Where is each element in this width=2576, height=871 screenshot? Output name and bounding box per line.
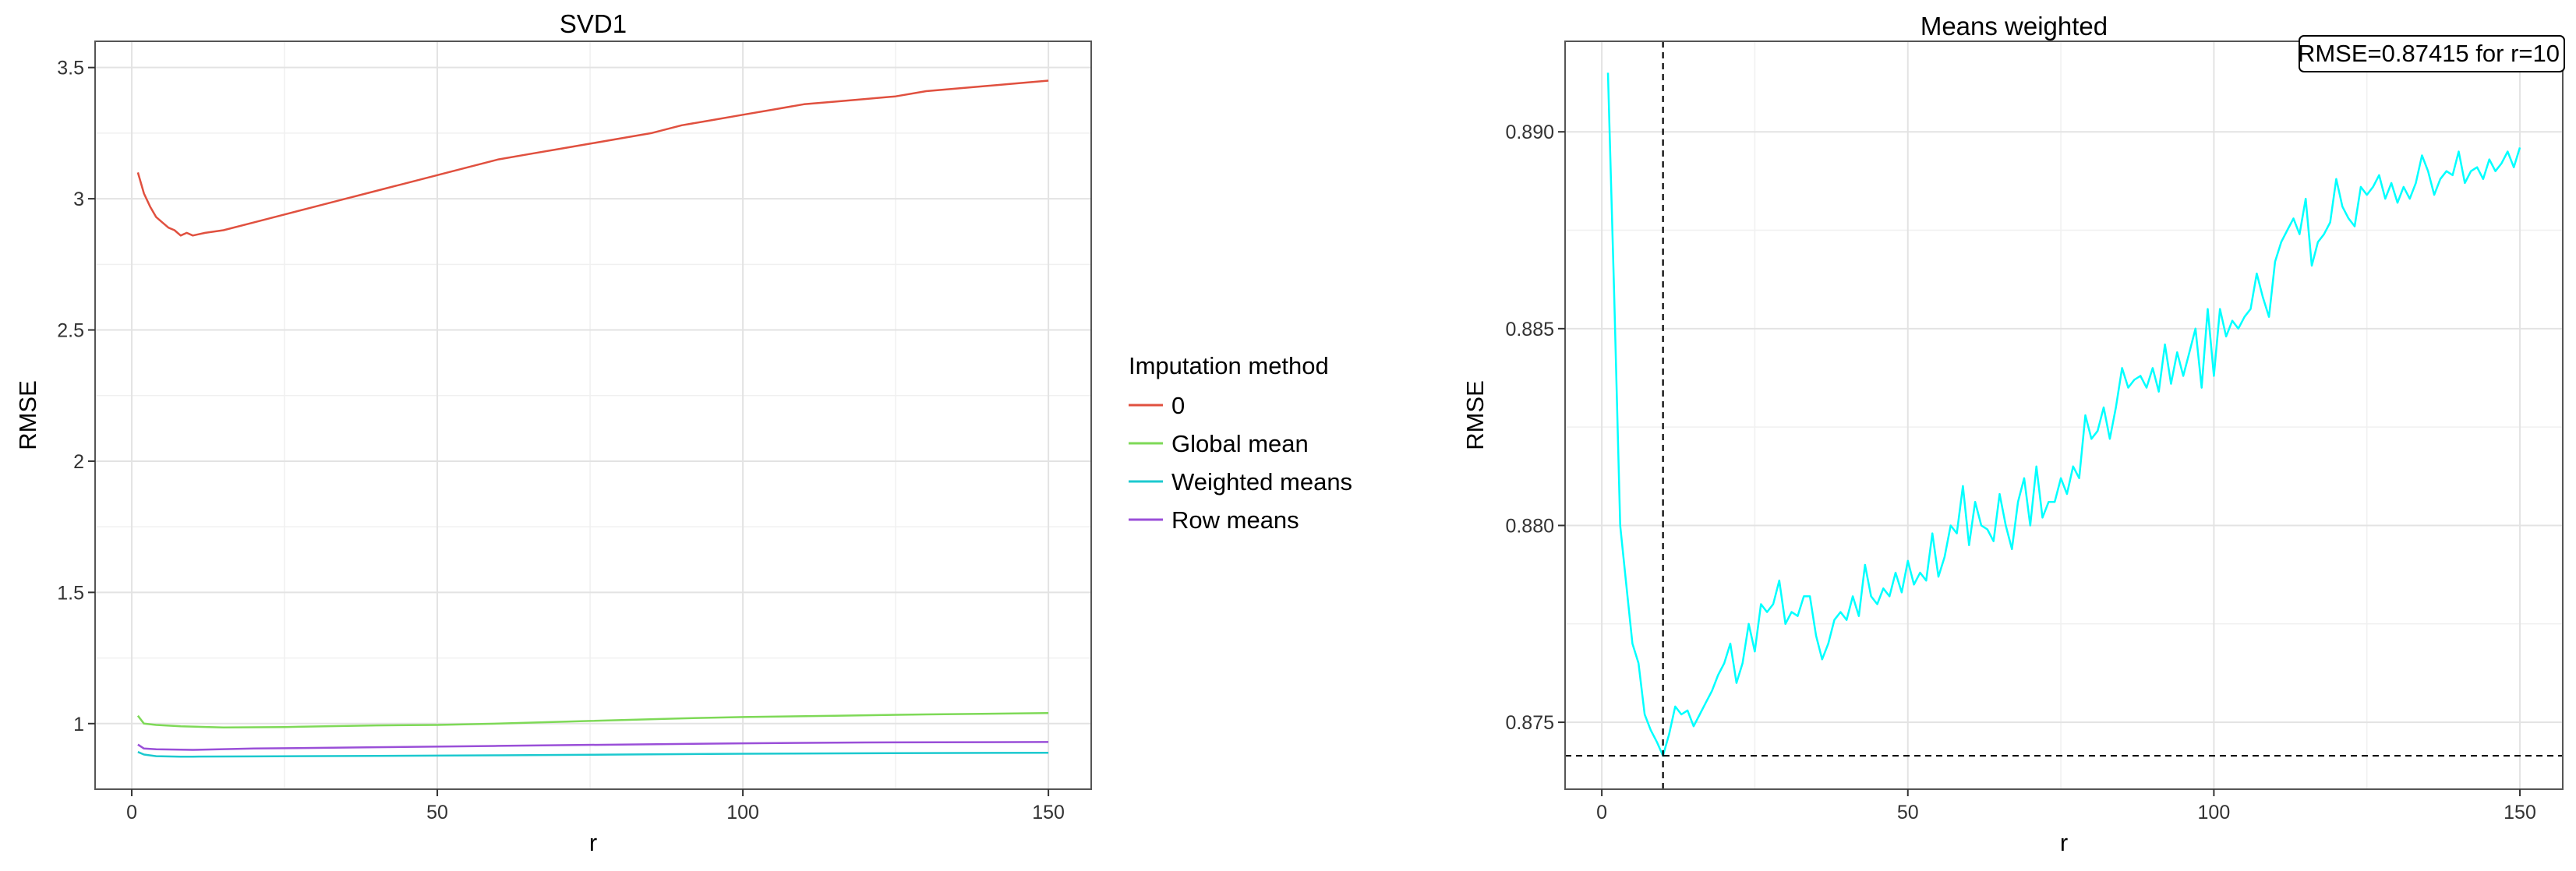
- y-axis-label-svd1: RMSE: [14, 380, 41, 450]
- y-axis-label-means-weighted: RMSE: [1461, 380, 1489, 450]
- plot-area-means-weighted: [1606, 72, 2521, 757]
- series-line-1: [1606, 72, 2521, 757]
- y-ticks-svd1: 1 1.5 2 2.5 3 3.5: [57, 58, 95, 735]
- x-tick-label: 150: [2504, 802, 2536, 823]
- plot-panel-means-weighted: [1565, 41, 2563, 789]
- legend-label-row-means: Row means: [1171, 506, 1299, 534]
- plot-area-svd1: [136, 79, 1049, 758]
- series-line-0: [136, 79, 1049, 237]
- chart-title-svd1: SVD1: [560, 9, 627, 38]
- y-tick-label: 0.875: [1505, 712, 1554, 734]
- x-ticks-means-weighted: 0 50 100 150: [1596, 789, 2536, 823]
- x-ticks-svd1: 0 50 100 150: [126, 789, 1065, 823]
- y-tick-label: 0.885: [1505, 319, 1554, 340]
- x-axis-label-svd1: r: [589, 829, 597, 856]
- y-tick-label: 0.890: [1505, 122, 1554, 143]
- chart-title-means-weighted: Means weighted: [1921, 12, 2108, 41]
- y-ticks-means-weighted: 0.875 0.880 0.885 0.890: [1505, 122, 1565, 734]
- chart-means-weighted: 0.875 0.880 0.885 0.890 0 50 100 150 RMSE=0.87…: [1461, 12, 2565, 856]
- legend-items: 0 Global mean Weighted means Row means: [1129, 392, 1352, 534]
- x-tick-label: 100: [726, 802, 759, 823]
- grid-means-weighted: [1565, 41, 2563, 789]
- x-axis-label-means-weighted: r: [2060, 829, 2068, 856]
- x-tick-label: 50: [1897, 802, 1919, 823]
- y-tick-label: 2.5: [57, 320, 84, 342]
- y-tick-label: 3: [73, 189, 84, 210]
- y-tick-label: 1.5: [57, 582, 84, 604]
- reference-lines: [1565, 41, 2563, 789]
- x-tick-label: 50: [426, 802, 448, 823]
- y-tick-label: 2: [73, 451, 84, 473]
- series-line-weighted-means: [137, 751, 1049, 758]
- annotation-box: RMSE=0.87415 for r=10: [2298, 35, 2565, 72]
- plot-border-means-weighted: [1564, 41, 2564, 790]
- x-tick-label: 0: [126, 802, 137, 823]
- x-tick-label: 0: [1596, 802, 1607, 823]
- x-tick-label: 100: [2198, 802, 2231, 823]
- legend-label-0: 0: [1171, 392, 1185, 419]
- legend-label-weighted-means: Weighted means: [1171, 468, 1352, 495]
- legend: Imputation method 0 Global mean Weighted m…: [1129, 352, 1352, 534]
- legend-title: Imputation method: [1129, 352, 1329, 379]
- x-tick-label: 150: [1032, 802, 1065, 823]
- legend-label-global-mean: Global mean: [1171, 430, 1309, 457]
- plot-border-svd1: [94, 41, 1092, 790]
- chart-svd1: 1 1.5 2 2.5 3 3.5 0 50 100 150 SVD1 r RMSE: [14, 9, 1092, 856]
- y-tick-label: 1: [73, 714, 84, 735]
- series-line-global-mean: [136, 712, 1049, 729]
- annotation-text: RMSE=0.87415 for r=10: [2298, 40, 2560, 67]
- plot-panel-svd1: [95, 41, 1091, 789]
- grid-svd1: [95, 41, 1091, 789]
- y-tick-label: 3.5: [57, 58, 84, 79]
- series-line-row-means: [137, 741, 1049, 751]
- annotation-box-border: [2299, 35, 2565, 72]
- y-tick-label: 0.880: [1505, 515, 1554, 537]
